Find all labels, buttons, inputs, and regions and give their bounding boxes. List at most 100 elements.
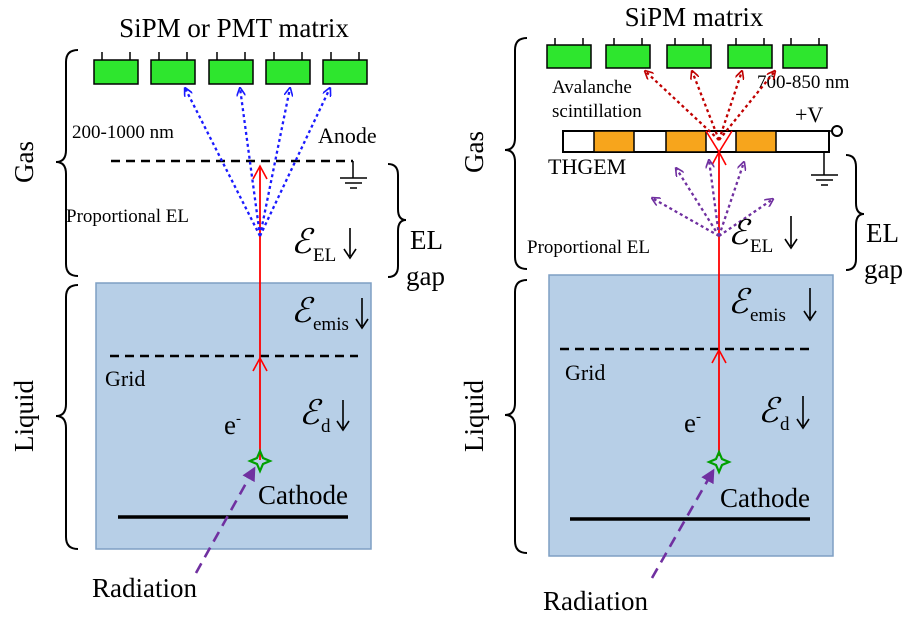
- field-down-arrow-icon: [343, 228, 357, 260]
- avalanche-photon-ray: [718, 71, 775, 141]
- right-avalanche-funnel: [705, 130, 733, 154]
- right-thgem-plate: [562, 125, 843, 153]
- field-down-arrow-icon: [803, 288, 817, 322]
- right-el-gap-label-2: gap: [864, 254, 903, 284]
- right-electron-label: e-: [684, 408, 701, 438]
- sensor-pixel: [605, 44, 651, 69]
- left-radiation-arrow: [194, 466, 256, 574]
- right-grid-label: Grid: [565, 360, 605, 385]
- right-gas-label: Gas: [459, 131, 489, 173]
- right-el-field: ℰ EL: [728, 215, 798, 257]
- sensor-pixel: [782, 44, 828, 69]
- right-el-gap-label-1: EL: [866, 218, 899, 248]
- el-photon-ray: [240, 88, 262, 237]
- left-proportional-el-label: Proportional EL: [66, 206, 189, 227]
- left-el-gap-label-2: gap: [406, 261, 445, 291]
- right-sensor-title: SiPM matrix: [625, 2, 764, 32]
- left-panel: SiPM or PMT matrix Anode 200-1000 nm: [9, 13, 445, 603]
- el-photon-ray: [652, 198, 720, 238]
- left-gas-label: Gas: [9, 141, 39, 183]
- left-grid-label: Grid: [105, 366, 145, 391]
- right-proportional-el-label: Proportional EL: [527, 237, 650, 258]
- left-liquid-label: Liquid: [9, 380, 39, 452]
- right-drift-field: ℰ d: [758, 393, 810, 435]
- right-avalanche-photons: [645, 71, 775, 141]
- right-emis-field: ℰ emis: [728, 284, 817, 326]
- field-down-arrow-icon: [796, 396, 810, 430]
- field-subscript: EL: [313, 245, 336, 266]
- left-track-arrow-anode: [252, 164, 268, 180]
- right-cathode-label: Cathode: [720, 483, 810, 513]
- sensor-pixel: [208, 59, 254, 85]
- sensor-pixel: [150, 59, 196, 85]
- field-down-arrow-icon: [784, 216, 798, 250]
- left-gas-brace: [55, 49, 79, 277]
- el-photon-ray: [258, 88, 290, 237]
- avalanche-photon-ray: [717, 71, 742, 141]
- right-avalanche-label-1: Avalanche: [552, 77, 632, 98]
- left-emis-field: ℰ emis: [291, 293, 369, 335]
- right-el-gap-brace: [845, 154, 865, 271]
- left-el-photons: [185, 88, 330, 237]
- left-interaction-star-icon: [247, 448, 273, 474]
- right-liquid-label: Liquid: [459, 380, 489, 452]
- left-el-gap-brace: [387, 163, 407, 278]
- el-photon-ray: [718, 199, 773, 237]
- thgem-hole-segment: [593, 130, 635, 153]
- field-symbol: ℰ: [299, 395, 323, 432]
- right-radiation-label: Radiation: [543, 586, 648, 616]
- right-ground-symbol: [811, 151, 838, 186]
- right-track-arrow-grid: [711, 348, 727, 364]
- left-radiation-label: Radiation: [92, 573, 197, 603]
- left-anode-label: Anode: [318, 123, 377, 148]
- field-symbol: ℰ: [758, 393, 782, 430]
- sensor-pixel: [93, 59, 139, 85]
- field-subscript: emis: [313, 314, 349, 335]
- el-photon-ray: [676, 168, 720, 237]
- field-symbol: ℰ: [291, 224, 315, 261]
- avalanche-photon-ray: [692, 71, 721, 141]
- el-photon-ray: [185, 88, 262, 237]
- el-photon-ray: [717, 162, 744, 237]
- field-subscript: d: [780, 414, 790, 435]
- field-symbol: ℰ: [728, 284, 752, 321]
- right-radiation-arrow: [650, 468, 715, 579]
- right-panel: SiPM matrix Avalanche scintillation 700-…: [459, 2, 903, 616]
- sensor-pixel: [727, 44, 773, 69]
- thgem-hole-segment: [735, 130, 777, 153]
- left-el-field: ℰ EL: [291, 224, 357, 266]
- left-ground-symbol: [340, 161, 367, 189]
- right-liquid-brace: [504, 279, 528, 554]
- right-proportional-photons: [652, 160, 773, 238]
- left-drift-field: ℰ d: [299, 395, 350, 437]
- thgem-hole-segment: [665, 130, 707, 153]
- right-wavelength-label: 700-850 nm: [757, 72, 850, 93]
- right-gas-brace: [504, 37, 528, 270]
- el-photon-ray: [709, 160, 721, 237]
- sensor-pixel: [265, 59, 311, 85]
- sensor-pixel: [546, 44, 592, 69]
- field-down-arrow-icon: [336, 400, 350, 432]
- field-subscript: EL: [750, 236, 773, 257]
- avalanche-photon-ray: [645, 71, 720, 141]
- field-down-arrow-icon: [355, 298, 369, 330]
- left-sensor-title: SiPM or PMT matrix: [119, 13, 349, 43]
- left-cathode-label: Cathode: [258, 480, 348, 510]
- left-wavelength-label: 200-1000 nm: [72, 122, 174, 143]
- left-el-gap-label-1: EL: [410, 225, 443, 255]
- right-interaction-star-icon: [706, 449, 732, 475]
- field-symbol: ℰ: [291, 293, 315, 330]
- right-avalanche-label-2: scintillation: [552, 101, 642, 122]
- left-track-arrow-grid: [252, 356, 268, 372]
- right-voltage-label: +V: [795, 102, 823, 127]
- left-sensor-array: [93, 52, 368, 85]
- voltage-terminal-icon: [831, 125, 843, 137]
- field-subscript: d: [321, 416, 331, 437]
- right-thgem-label: THGEM: [548, 154, 626, 179]
- right-sensor-array: [546, 38, 828, 69]
- sensor-pixel: [666, 44, 712, 69]
- left-liquid-brace: [55, 284, 79, 550]
- field-subscript: emis: [750, 305, 786, 326]
- field-symbol: ℰ: [728, 215, 752, 252]
